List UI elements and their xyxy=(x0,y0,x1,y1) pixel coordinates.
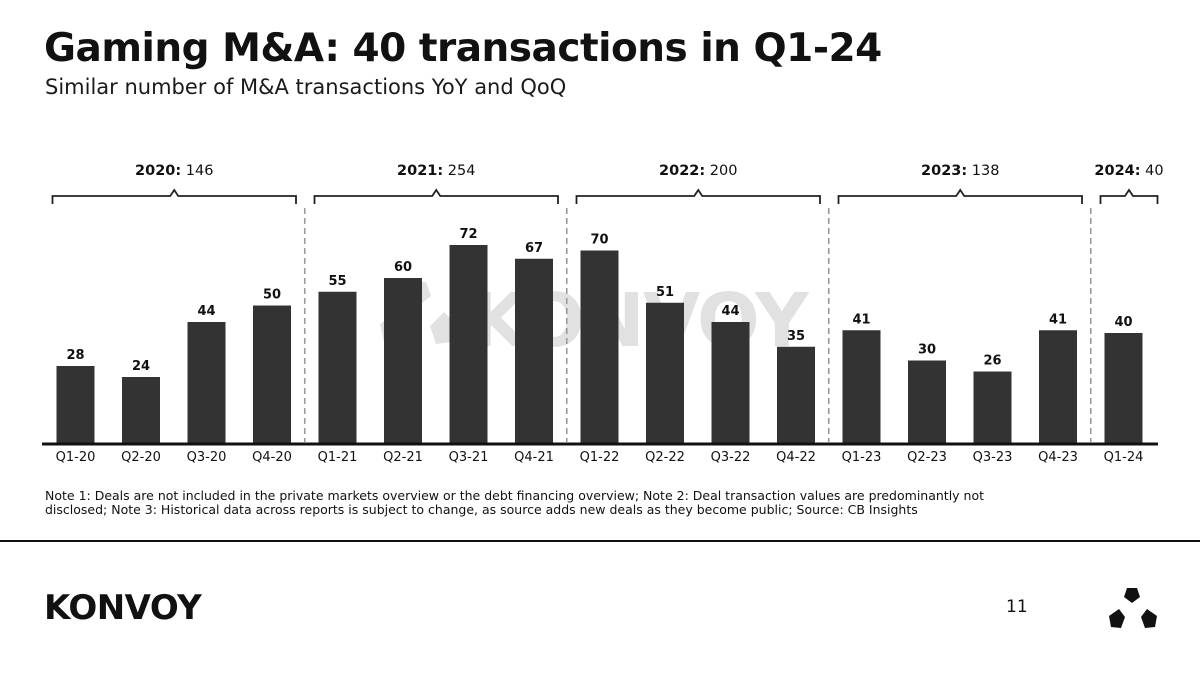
value-label-Q3-20: 44 xyxy=(197,304,215,319)
bar-Q3-20 xyxy=(187,322,226,443)
year-bracket-0 xyxy=(51,188,297,204)
value-label-Q2-21: 60 xyxy=(394,260,412,275)
footnotes: Note 1: Deals are not included in the pr… xyxy=(45,488,985,517)
tick-label-Q4-22: Q4-22 xyxy=(776,450,816,465)
year-bracket-4 xyxy=(1099,188,1159,204)
konvoy-logo-text: KONVOY xyxy=(44,588,202,628)
tick-label-Q3-22: Q3-22 xyxy=(711,450,751,465)
tick-label-Q2-22: Q2-22 xyxy=(645,450,685,465)
year-groups: 2020: 146 2021: 254 2022: 200 2023: 138 2024… xyxy=(51,163,1164,442)
value-label-Q1-21: 55 xyxy=(328,274,346,289)
page-subtitle: Similar number of M&A transactions YoY a… xyxy=(45,75,567,99)
bar-Q3-22 xyxy=(711,322,750,443)
value-label-Q3-22: 44 xyxy=(721,304,739,319)
tick-label-Q3-21: Q3-21 xyxy=(449,450,489,465)
bar-Q4-20 xyxy=(253,305,291,443)
tick-label-Q4-23: Q4-23 xyxy=(1038,450,1078,465)
year-total-label-0: 2020: 146 xyxy=(135,163,213,179)
year-total: 138 xyxy=(967,163,999,179)
year-total: 200 xyxy=(705,163,737,179)
bar-Q1-21 xyxy=(318,291,357,443)
value-label-Q1-24: 40 xyxy=(1114,315,1132,330)
year-label: 2024: xyxy=(1094,163,1140,179)
tick-label-Q4-21: Q4-21 xyxy=(514,450,554,465)
tick-label-Q1-21: Q1-21 xyxy=(318,450,358,465)
bar-Q1-24 xyxy=(1104,333,1143,443)
year-bracket-2 xyxy=(575,188,821,204)
tick-label-Q2-23: Q2-23 xyxy=(907,450,947,465)
value-label-Q1-23: 41 xyxy=(852,312,870,327)
bar-Q4-23 xyxy=(1039,330,1077,443)
tick-label-Q1-22: Q1-22 xyxy=(580,450,620,465)
bar-Q2-21 xyxy=(384,278,422,443)
tick-label-Q1-24: Q1-24 xyxy=(1104,450,1144,465)
year-total: 254 xyxy=(443,163,475,179)
page-title: Gaming M&A: 40 transactions in Q1-24 xyxy=(44,26,882,71)
bar-Q2-20 xyxy=(122,377,160,443)
konvoy-tri-logo-icon xyxy=(1109,588,1157,628)
tick-label-Q2-20: Q2-20 xyxy=(121,450,161,465)
page-number: 11 xyxy=(1006,597,1028,617)
value-label-Q3-21: 72 xyxy=(459,227,477,242)
year-total: 40 xyxy=(1141,163,1164,179)
bar-Q1-22 xyxy=(580,250,619,443)
x-tick-labels: Q1-20 Q2-20 Q3-20 Q4-20 Q1-21 Q2-21 Q3-21 Q4-21… xyxy=(56,450,1144,465)
year-label: 2023: xyxy=(921,163,967,179)
value-label-Q4-23: 41 xyxy=(1049,312,1067,327)
year-label: 2021: xyxy=(397,163,443,179)
value-label-Q1-22: 70 xyxy=(590,233,608,248)
year-bracket-3 xyxy=(837,188,1083,204)
year-total-label-2: 2022: 200 xyxy=(659,163,737,179)
bar-Q1-23 xyxy=(842,330,881,443)
year-total: 146 xyxy=(181,163,213,179)
value-label-Q2-22: 51 xyxy=(656,285,674,300)
footer-divider xyxy=(0,540,1200,542)
bar-Q3-21 xyxy=(449,245,488,443)
value-label-Q2-23: 30 xyxy=(918,343,936,358)
value-labels: 28 24 44 50 55 60 72 67 70 51 44 35 41 30 26 41 40 xyxy=(66,227,1132,374)
bar-Q4-22 xyxy=(777,346,815,443)
bar-Q2-23 xyxy=(908,360,946,443)
tick-label-Q4-20: Q4-20 xyxy=(252,450,292,465)
value-label-Q4-22: 35 xyxy=(787,329,805,344)
tick-label-Q1-20: Q1-20 xyxy=(56,450,96,465)
year-total-label-1: 2021: 254 xyxy=(397,163,475,179)
tick-label-Q3-20: Q3-20 xyxy=(187,450,227,465)
year-total-label-4: 2024: 40 xyxy=(1094,163,1163,179)
year-total-label-3: 2023: 138 xyxy=(921,163,999,179)
value-label-Q3-23: 26 xyxy=(983,354,1001,369)
bar-Q1-20 xyxy=(56,366,95,443)
value-label-Q4-20: 50 xyxy=(263,288,281,303)
value-label-Q2-20: 24 xyxy=(132,359,150,374)
tick-label-Q1-23: Q1-23 xyxy=(842,450,882,465)
value-label-Q4-21: 67 xyxy=(525,241,543,256)
bars xyxy=(56,245,1143,443)
bar-Q3-23 xyxy=(973,371,1012,443)
value-label-Q1-20: 28 xyxy=(66,348,84,363)
bar-Q2-22 xyxy=(646,302,684,443)
bar-Q4-21 xyxy=(515,258,553,443)
year-bracket-1 xyxy=(313,188,559,204)
year-label: 2020: xyxy=(135,163,181,179)
year-label: 2022: xyxy=(659,163,705,179)
tick-label-Q3-23: Q3-23 xyxy=(973,450,1013,465)
tick-label-Q2-21: Q2-21 xyxy=(383,450,423,465)
